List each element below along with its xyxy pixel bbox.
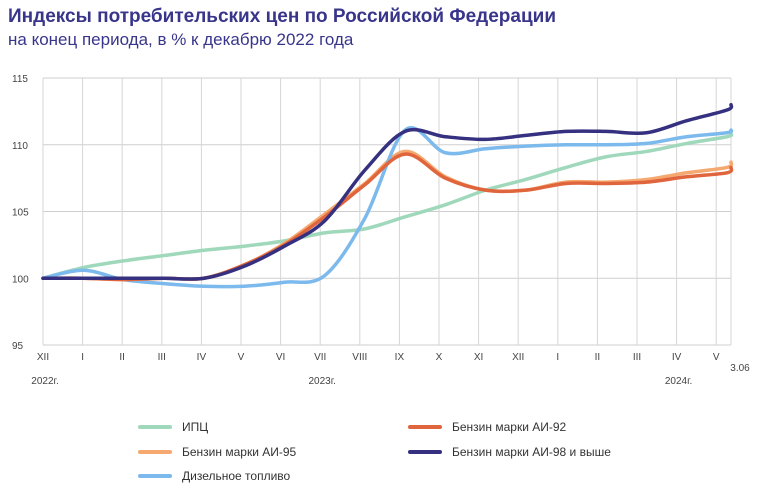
series-line: [41, 152, 734, 282]
series-line: [41, 132, 734, 280]
x-tick-label: VI: [276, 352, 285, 363]
year-label: 2024г.: [665, 376, 692, 387]
x-tick-label: VII: [314, 352, 326, 363]
x-tick-label: IX: [395, 352, 405, 363]
x-tick-label: XII: [37, 352, 49, 363]
chart-title: Индексы потребительских цен по Российско…: [8, 6, 556, 27]
x-tick-label: XII: [512, 352, 524, 363]
x-tick-label: XI: [474, 352, 483, 363]
x-tick-label: II: [119, 352, 125, 363]
x-tick-label: VIII: [352, 352, 367, 363]
legend-item-ai95: Бензин марки АИ-95: [138, 445, 296, 459]
legend-item-diesel: Дизельное топливо: [138, 469, 290, 483]
y-tick-label: 95: [12, 341, 24, 352]
x-tick-label: I: [556, 352, 559, 363]
series-line: [41, 102, 734, 281]
x-tick-label: V: [713, 352, 720, 363]
legend-swatch: [138, 474, 172, 478]
x-tick-label: IV: [197, 352, 207, 363]
x-end-label: 3.06: [730, 363, 750, 374]
y-tick-label: 100: [12, 274, 29, 285]
x-tick-label: IV: [672, 352, 682, 363]
legend-swatch: [408, 450, 442, 454]
legend-item-ai92: Бензин марки АИ-92: [408, 420, 566, 434]
legend-item-ai98: Бензин марки АИ-98 и выше: [408, 445, 611, 459]
y-tick-label: 115: [12, 74, 28, 85]
year-label: 2023г.: [308, 376, 335, 387]
legend-swatch: [138, 450, 172, 454]
x-tick-label: II: [595, 352, 601, 363]
x-tick-label: III: [158, 352, 166, 363]
x-tick-label: V: [238, 352, 245, 363]
legend-label: Бензин марки АИ-95: [182, 445, 297, 459]
x-tick-label: III: [633, 352, 641, 363]
x-tick-label: I: [81, 352, 84, 363]
y-tick-label: 110: [12, 141, 28, 152]
legend-swatch: [408, 425, 442, 429]
legend-label: Бензин марки АИ-98 и выше: [452, 445, 611, 459]
year-label: 2022г.: [31, 376, 58, 387]
legend-label: Бензин марки АИ-92: [452, 420, 567, 434]
chart-subtitle: на конец периода, в % к декабрю 2022 год…: [8, 30, 354, 49]
legend-swatch: [138, 425, 172, 429]
y-tick-label: 105: [12, 208, 29, 219]
series-line: [41, 126, 734, 289]
legend-label: ИПЦ: [182, 420, 209, 434]
x-tick-label: X: [436, 352, 443, 363]
legend-label: Дизельное топливо: [182, 469, 291, 483]
series-line: [41, 149, 734, 282]
legend-item-cpi: ИПЦ: [138, 420, 208, 434]
